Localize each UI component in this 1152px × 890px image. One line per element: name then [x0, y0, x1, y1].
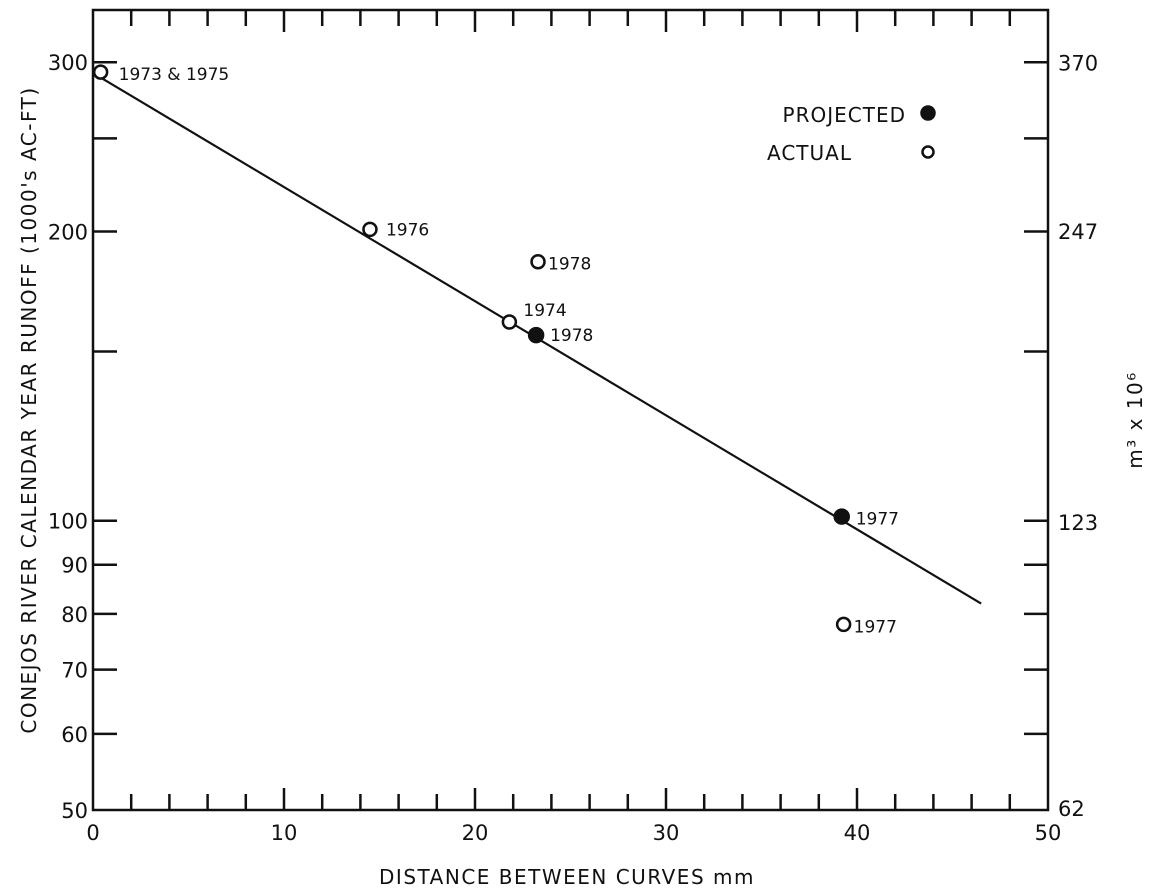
- projected-point: [527, 326, 545, 344]
- y2-tick-label: 123: [1058, 511, 1098, 535]
- legend-marker-actual: [921, 145, 935, 159]
- y-tick-label: 60: [61, 723, 88, 747]
- y-tick-label: 80: [61, 603, 88, 627]
- point-label: 1973 & 1975: [119, 65, 230, 85]
- y-tick-label: 100: [48, 510, 88, 534]
- legend-label-projected: PROJECTED: [783, 103, 906, 127]
- x-tick-label: 0: [86, 821, 99, 845]
- x-axis-title: DISTANCE BETWEEN CURVES mm: [379, 865, 755, 889]
- tick-layer: 0 10 20 30 40 50 50 60 70 80 90 100 200 300 62 123 247 37…: [48, 10, 1098, 845]
- point-label: 1977: [854, 617, 897, 637]
- actual-point: [92, 64, 109, 80]
- actual-point: [501, 314, 518, 330]
- x-tick-label: 30: [653, 821, 680, 845]
- point-layer: 1973 & 1975 1976 1974 1978 1977 1978 1977: [92, 64, 899, 637]
- point-label: 1976: [386, 220, 429, 240]
- y2-tick-label: 62: [1058, 797, 1085, 821]
- legend-marker-projected: [920, 105, 936, 121]
- y-tick-label: 90: [61, 554, 88, 578]
- point-label: 1978: [550, 326, 593, 346]
- point-label: 1974: [523, 301, 566, 321]
- y2-tick-label: 370: [1058, 51, 1098, 75]
- actual-point: [835, 616, 852, 633]
- x-tick-label: 20: [462, 821, 489, 845]
- plot-frame-layer: [91, 8, 1050, 812]
- y-tick-label: 300: [48, 51, 88, 75]
- y-axis-title: CONEJOS RIVER CALENDAR YEAR RUNOFF (1000…: [17, 86, 41, 733]
- projected-point: [833, 508, 850, 525]
- actual-point: [362, 221, 378, 238]
- legend-label-actual: ACTUAL: [767, 141, 852, 165]
- y2-tick-label: 247: [1058, 220, 1098, 244]
- y-tick-label: 50: [61, 799, 88, 823]
- x-tick-label: 50: [1035, 821, 1062, 845]
- plot-frame: [91, 8, 1050, 812]
- legend: PROJECTED ACTUAL: [767, 103, 936, 165]
- point-label: 1978: [548, 255, 591, 275]
- point-label: 1977: [856, 510, 899, 530]
- x-tick-label: 40: [844, 821, 871, 845]
- x-tick-label: 10: [271, 821, 298, 845]
- y-tick-label: 200: [48, 220, 88, 244]
- actual-point: [530, 253, 546, 270]
- y2-axis-title: m³ x 10⁶: [1123, 371, 1147, 469]
- y-tick-label: 70: [61, 659, 88, 683]
